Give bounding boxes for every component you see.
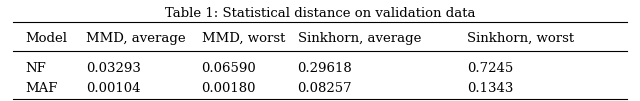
Text: MMD, worst: MMD, worst (202, 32, 285, 45)
Text: Model: Model (26, 32, 68, 45)
Text: Sinkhorn, worst: Sinkhorn, worst (467, 32, 574, 45)
Text: 0.00104: 0.00104 (86, 82, 141, 95)
Text: Sinkhorn, average: Sinkhorn, average (298, 32, 421, 45)
Text: 0.7245: 0.7245 (467, 62, 513, 75)
Text: 0.08257: 0.08257 (298, 82, 352, 95)
Text: 0.29618: 0.29618 (298, 62, 353, 75)
Text: MMD, average: MMD, average (86, 32, 186, 45)
Text: 0.03293: 0.03293 (86, 62, 141, 75)
Text: 0.06590: 0.06590 (202, 62, 257, 75)
Text: 0.00180: 0.00180 (202, 82, 256, 95)
Text: 0.1343: 0.1343 (467, 82, 513, 95)
Text: Table 1: Statistical distance on validation data: Table 1: Statistical distance on validat… (164, 7, 476, 20)
Text: NF: NF (26, 62, 46, 75)
Text: MAF: MAF (26, 82, 58, 95)
